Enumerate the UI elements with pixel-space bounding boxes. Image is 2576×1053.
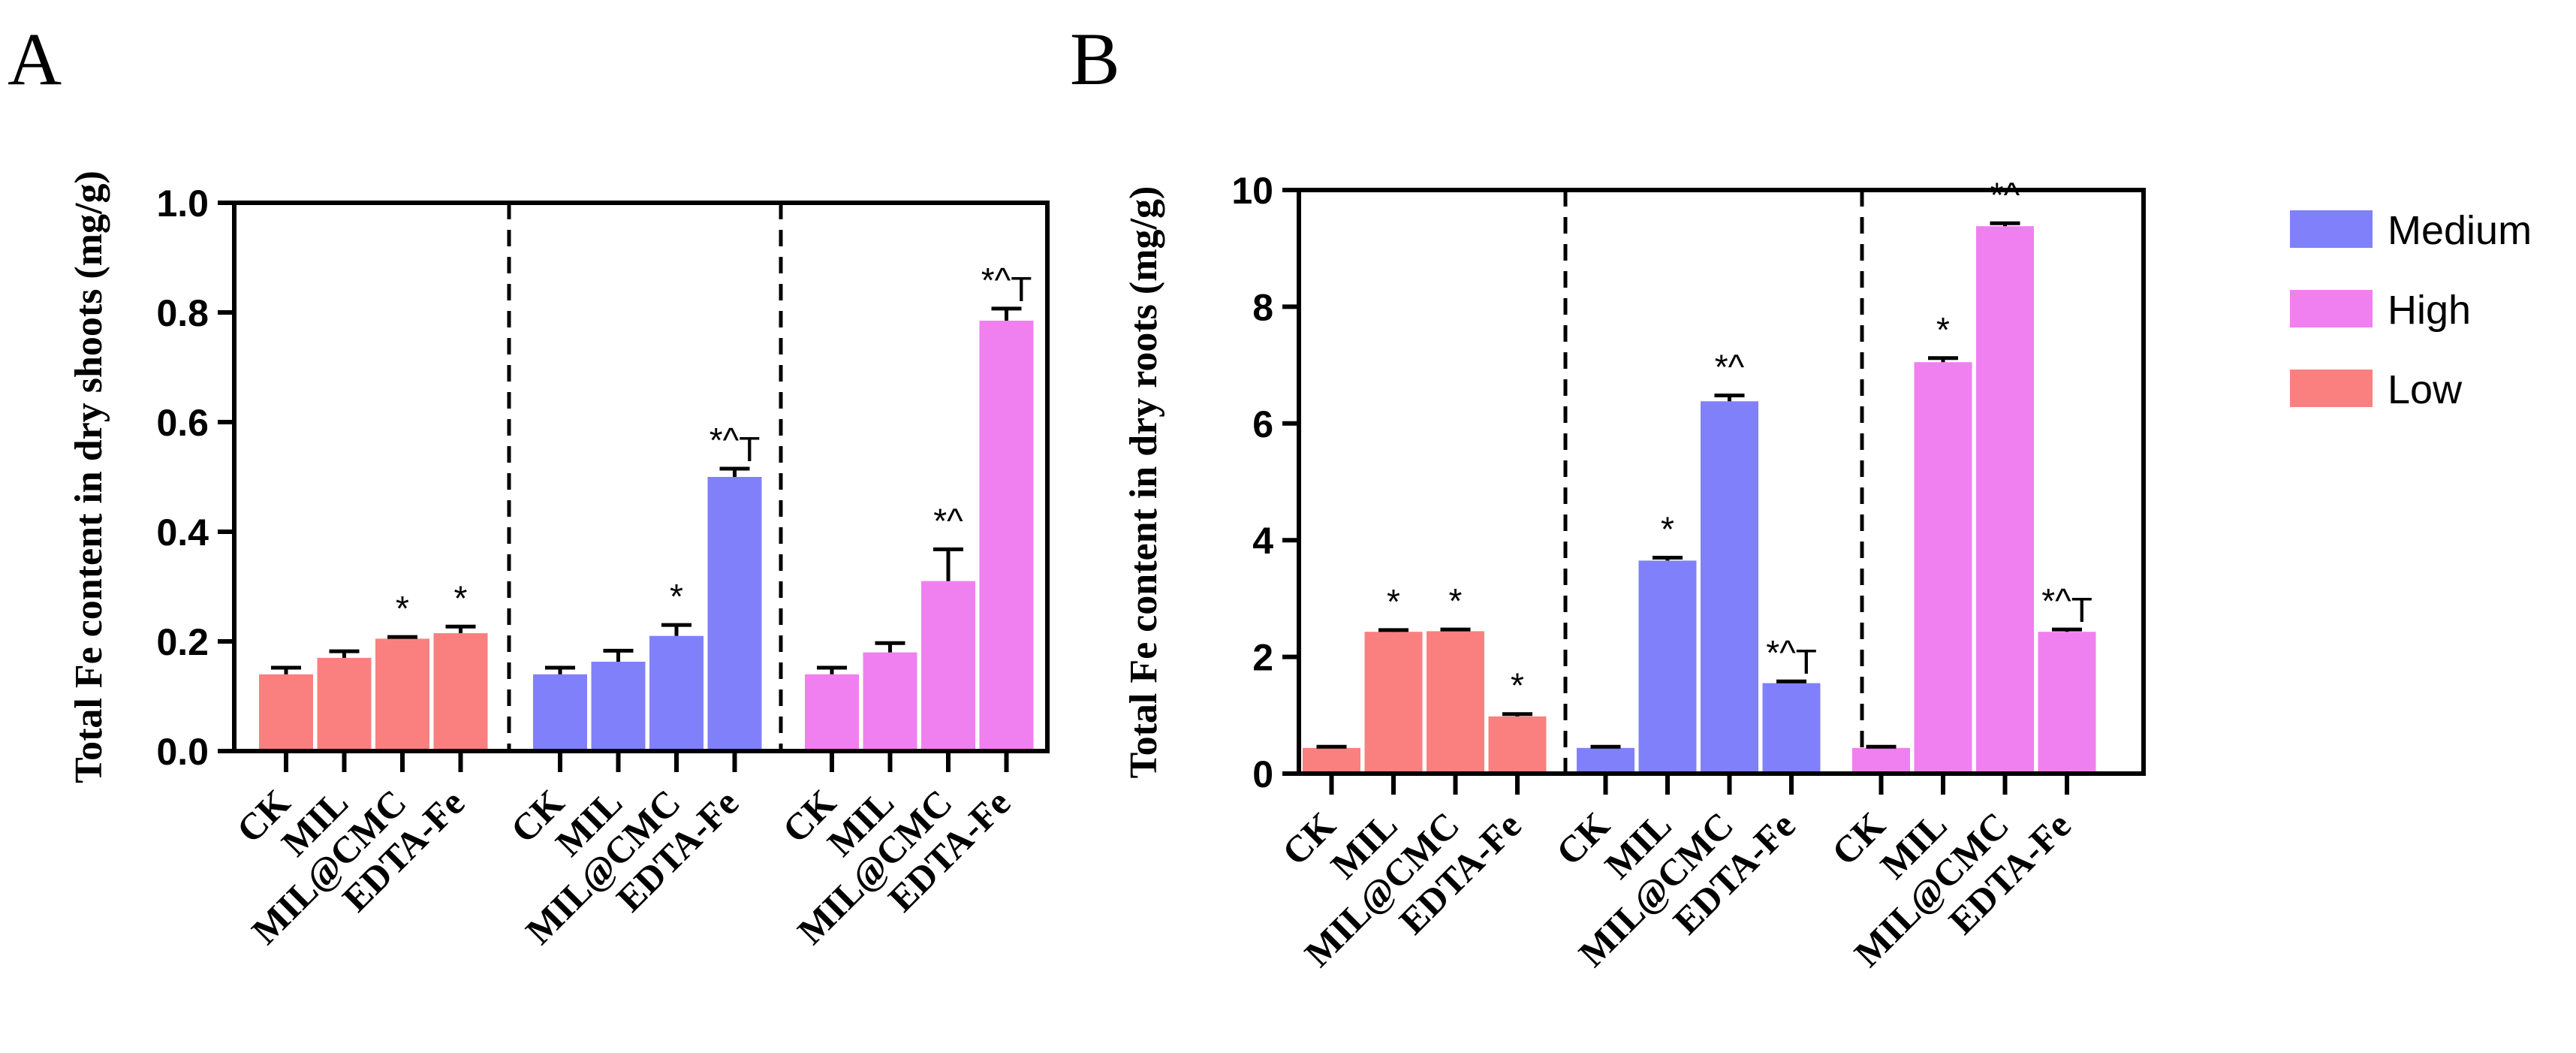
bar-low-mil@cmc xyxy=(1427,631,1484,774)
significance-label: *^ xyxy=(1990,175,2020,214)
significance-label: * xyxy=(670,577,683,616)
bar-medium-ck xyxy=(1577,747,1634,774)
panel-letter-b: B xyxy=(1070,17,1120,101)
bar-low-mil@cmc xyxy=(375,638,429,751)
significance-label: *^ xyxy=(1715,348,1745,387)
bar-high-edta-fe xyxy=(979,320,1034,751)
y-tick-label: 6 xyxy=(1252,403,1273,445)
chart-a: 0.0 0.2 0.4 0.6 0.8 1.0 Total Fe content in dr… xyxy=(68,170,1050,952)
y-tick-label: 0 xyxy=(1252,753,1273,795)
y-tick-label: 0.6 xyxy=(156,402,209,444)
y-tick-label: 0.8 xyxy=(156,292,209,334)
y-axis-title: Total Fe content in dry roots (mg/g) xyxy=(1122,186,1165,779)
legend-label-medium: Medium xyxy=(2388,208,2532,253)
legend-swatch-high xyxy=(2290,290,2373,327)
bar-low-mil xyxy=(1364,632,1423,774)
bar-low-mil xyxy=(317,657,372,751)
significance-label: *^T xyxy=(2041,581,2092,629)
y-tick-label: 0.2 xyxy=(156,621,209,663)
significance-label: * xyxy=(1661,510,1674,549)
significance-label: * xyxy=(1511,666,1524,705)
bar-medium-edta-fe xyxy=(707,477,762,751)
significance-label: *^ xyxy=(933,501,963,540)
bar-high-mil@cmc xyxy=(921,581,975,751)
significance-label: * xyxy=(1449,581,1463,620)
y-tick-label: 0.4 xyxy=(156,511,209,554)
y-tick-label: 4 xyxy=(1252,520,1273,562)
bar-medium-edta-fe xyxy=(1762,683,1821,774)
significance-label: * xyxy=(454,578,468,617)
bar-low-ck xyxy=(259,674,313,751)
y-axis-title: Total Fe content in dry shoots (mg/g) xyxy=(68,170,110,783)
bar-high-mil@cmc xyxy=(1976,226,2034,774)
significance-label: * xyxy=(396,589,409,628)
bar-low-ck xyxy=(1303,747,1360,774)
significance-label: *^T xyxy=(981,261,1032,309)
bar-medium-ck xyxy=(533,674,587,751)
panel-letter-a: A xyxy=(8,17,62,101)
legend-label-high: High xyxy=(2388,288,2471,333)
bar-low-edta-fe xyxy=(1488,716,1547,774)
bar-medium-mil@cmc xyxy=(649,635,704,751)
chart-b: 0 2 4 6 8 10 Total Fe content in dry roots (mg… xyxy=(1122,170,2146,975)
bar-high-mil xyxy=(1914,362,1972,774)
y-tick-label: 0.0 xyxy=(156,731,209,773)
significance-label: * xyxy=(1936,310,1950,349)
significance-label: *^T xyxy=(1766,633,1817,681)
significance-label: * xyxy=(1387,582,1400,621)
bar-high-mil xyxy=(863,652,917,751)
bar-medium-mil xyxy=(591,662,646,751)
bar-medium-mil xyxy=(1638,560,1697,774)
y-tick-label: 8 xyxy=(1252,286,1273,328)
bar-high-edta-fe xyxy=(2038,632,2096,774)
bar-high-ck xyxy=(1852,747,1910,774)
legend-swatch-medium xyxy=(2290,210,2373,248)
significance-label: *^T xyxy=(710,421,761,469)
y-tick-label: 10 xyxy=(1231,170,1273,212)
legend-label-low: Low xyxy=(2388,367,2463,412)
bar-low-edta-fe xyxy=(433,633,488,751)
legend-swatch-low xyxy=(2290,370,2373,407)
bar-medium-mil@cmc xyxy=(1701,401,1758,774)
y-tick-label: 1.0 xyxy=(156,183,209,225)
y-tick-label: 2 xyxy=(1252,637,1273,679)
bar-high-ck xyxy=(805,674,859,751)
legend: Medium High Low xyxy=(2290,208,2532,412)
